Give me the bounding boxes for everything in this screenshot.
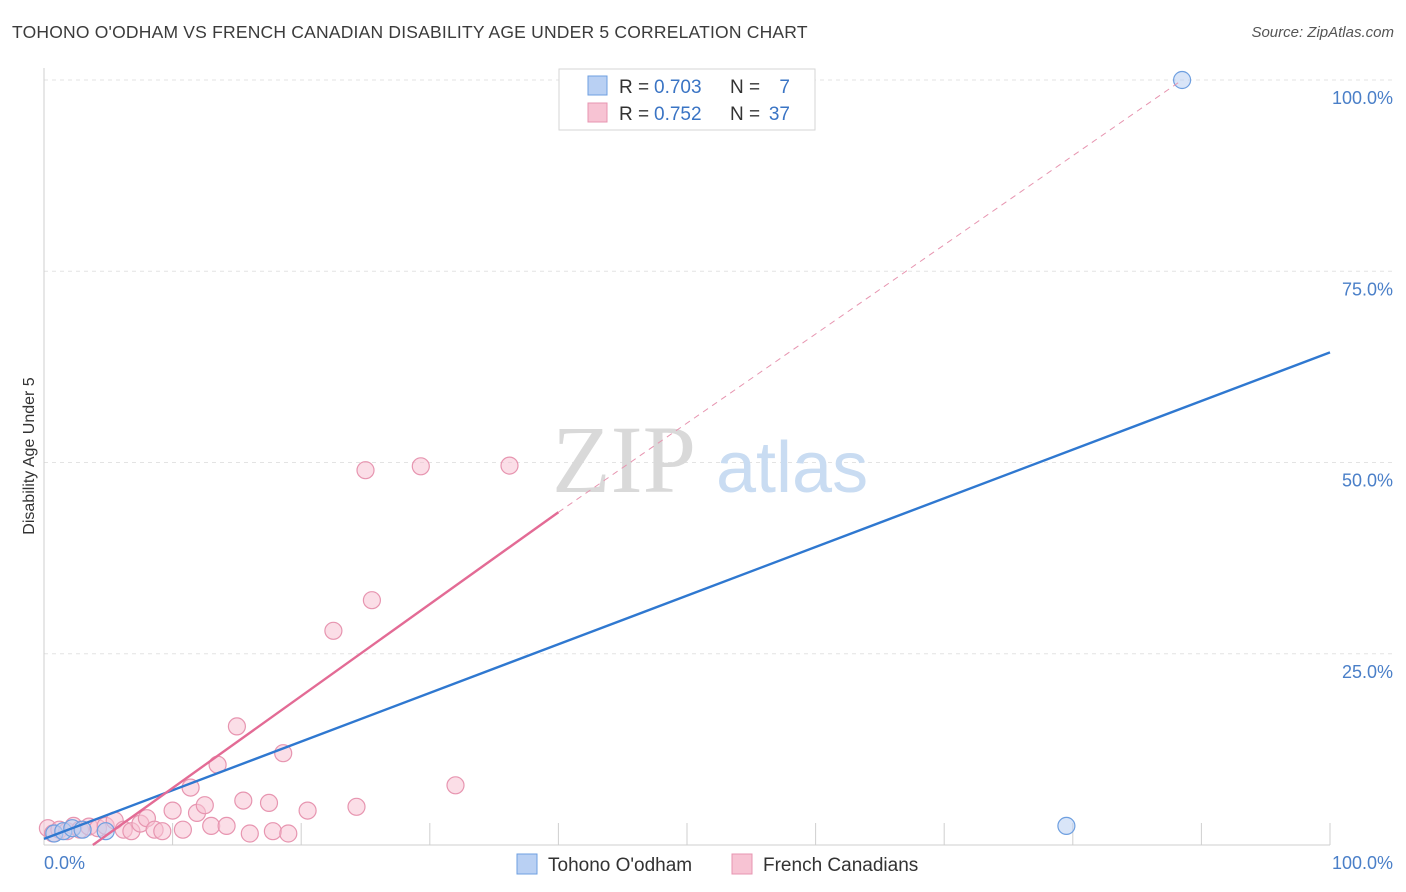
bottom-legend-swatch-blue [516,853,538,875]
french-point-25 [234,791,253,810]
french-point-21 [202,816,221,836]
x-tick-label-max: 100.0% [1332,853,1393,873]
chart-title: TOHONO O'ODHAM VS FRENCH CANADIAN DISABI… [12,22,808,42]
y-axis-label: Disability Age Under 5 [21,377,38,535]
trend-lines [43,79,1331,846]
watermark: ZIP atlas [552,406,868,513]
french-point-28 [263,822,282,841]
legend-swatch-pink [587,102,608,123]
french-point-36 [356,461,375,480]
tohono-oodham-points [45,70,1192,843]
bottom-legend-label-french: French Canadians [763,855,918,876]
legend-r-value-1: 0.703 [654,77,702,98]
legend: R = 0.703 N = 7 R = 0.752 N = 37 [558,68,816,131]
french-point-30 [279,824,298,843]
french-point-15 [153,822,172,841]
french-point-27 [259,793,279,813]
legend-swatch-blue [587,75,608,96]
legend-n-value-1: 7 [779,77,790,98]
legend-r-value-2: 0.752 [654,104,702,125]
tohono-point-6 [1172,70,1192,90]
legend-n-label-2: N = [730,104,760,125]
bottom-legend: Tohono O'odham French Canadians [516,853,918,876]
french-point-17 [173,820,192,839]
french-point-23 [217,816,236,836]
source-label: Source: ZipAtlas.com [1251,24,1394,41]
grid-lines [44,79,1393,655]
y-tick-label-25: 25.0% [1342,662,1393,682]
watermark-zip: ZIP [552,406,696,513]
french-point-33 [446,776,465,795]
french-point-16 [163,801,182,820]
french-point-34 [362,591,381,610]
legend-n-label-1: N = [730,77,760,98]
bottom-legend-swatch-pink [731,853,753,875]
french-canadians-points [38,456,519,843]
legend-n-value-2: 37 [769,104,790,125]
legend-r-label-2: R = [619,104,649,125]
french-point-38 [500,456,519,475]
french-point-20 [195,796,214,815]
y-tick-label-100: 100.0% [1332,88,1393,108]
y-tick-label-50: 50.0% [1342,471,1393,491]
y-tick-label-75: 75.0% [1342,279,1393,299]
french-trend-line [92,511,560,846]
legend-r-label-1: R = [619,77,649,98]
x-tick-marks [172,823,1331,845]
french-point-31 [298,801,317,820]
y-tick-labels: 25.0% 50.0% 75.0% 100.0% [1332,88,1393,682]
french-trend-extension [558,79,1183,513]
tohono-trend-line [43,351,1331,841]
french-point-26 [240,824,259,843]
french-point-32 [347,797,366,816]
bottom-legend-label-tohono: Tohono O'odham [548,855,692,876]
tohono-point-5 [1057,816,1076,836]
watermark-atlas: atlas [716,428,868,508]
french-point-37 [411,457,430,476]
french-point-24 [227,717,246,736]
x-tick-label-min: 0.0% [44,853,85,873]
french-point-35 [324,621,343,640]
